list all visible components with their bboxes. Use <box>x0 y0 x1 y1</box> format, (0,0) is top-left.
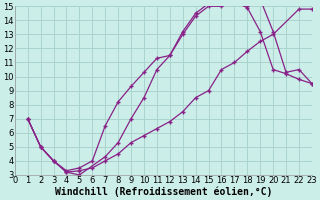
X-axis label: Windchill (Refroidissement éolien,°C): Windchill (Refroidissement éolien,°C) <box>55 187 272 197</box>
